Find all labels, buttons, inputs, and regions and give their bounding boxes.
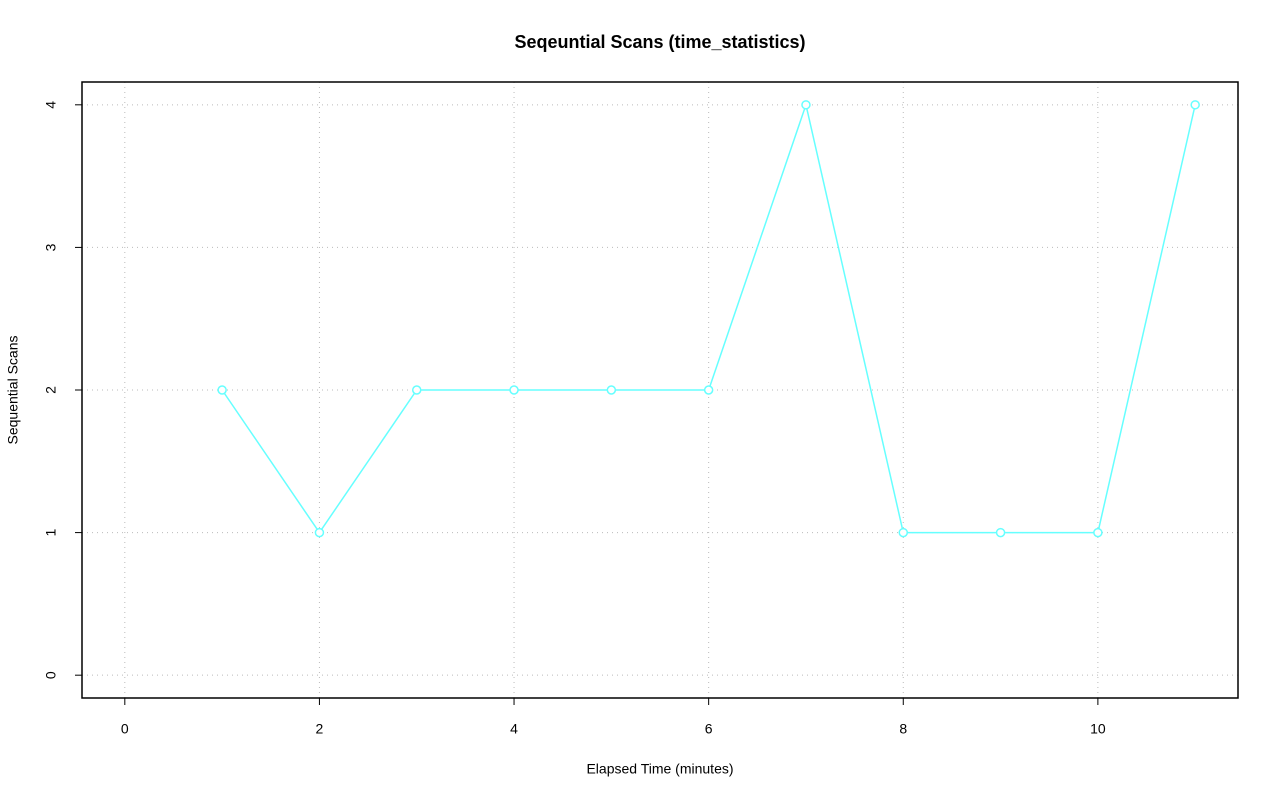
data-point: [898, 527, 909, 538]
data-point: [606, 385, 617, 395]
data-point: [1093, 527, 1103, 538]
y-tick-label: 1: [43, 528, 59, 536]
x-tick-label: 0: [121, 721, 129, 737]
x-tick-label: 8: [899, 721, 907, 737]
x-tick-label: 10: [1090, 721, 1106, 737]
y-tick-label: 0: [43, 671, 59, 679]
data-point: [801, 100, 811, 110]
y-tick-label: 4: [43, 101, 59, 109]
data-point: [1190, 100, 1200, 110]
data-point: [995, 527, 1006, 538]
y-tick-label: 3: [43, 243, 59, 251]
data-point: [411, 385, 422, 395]
data-point: [217, 385, 227, 395]
chart-title: Seqeuntial Scans (time_statistics): [514, 32, 805, 52]
x-tick-label: 4: [510, 721, 518, 737]
y-axis-label: Sequential Scans: [5, 336, 21, 445]
plot-frame: [81, 81, 1239, 699]
x-axis-label: Elapsed Time (minutes): [586, 761, 733, 777]
data-point: [703, 385, 714, 395]
y-tick-label: 2: [43, 386, 59, 394]
series-line: [221, 102, 1196, 534]
x-tick-label: 2: [316, 721, 324, 737]
data-point: [509, 385, 519, 395]
x-tick-label: 6: [705, 721, 713, 737]
data-point: [314, 527, 325, 538]
